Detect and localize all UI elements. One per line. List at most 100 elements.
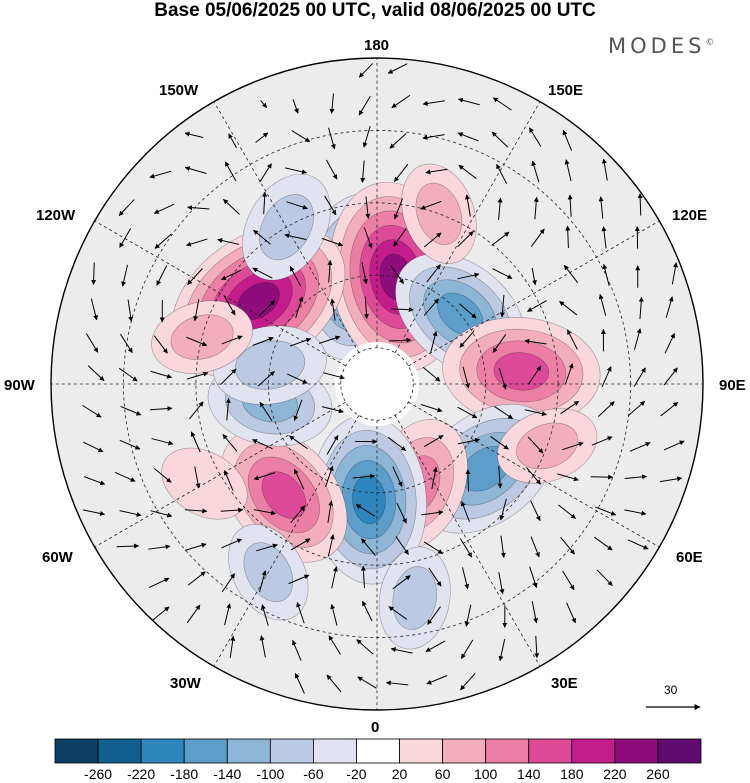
- wind-arrow: [633, 328, 642, 350]
- wind-arrow: [528, 365, 542, 385]
- colorbar-label: -140: [213, 766, 242, 782]
- colorbar-cell: [54, 738, 99, 764]
- wind-arrow: [330, 298, 336, 321]
- anomaly-contour: [415, 182, 463, 245]
- map-boundary: [50, 57, 704, 711]
- wind-arrow: [91, 262, 97, 285]
- wind-arrow: [194, 466, 201, 489]
- colorbar-label: 260: [646, 766, 670, 782]
- wind-arrow: [423, 232, 442, 248]
- wind-arrow: [252, 267, 273, 279]
- colorbar-label: -100: [256, 766, 285, 782]
- wind-arrow: [562, 129, 573, 151]
- wind-arrow: [422, 134, 445, 140]
- wind-arrow: [121, 264, 128, 287]
- wind-arrow: [331, 566, 338, 589]
- wind-arrow: [637, 193, 643, 216]
- colorbar-cell: [269, 738, 314, 764]
- anomaly-contour: [392, 566, 437, 630]
- lon-label-180: 180: [364, 37, 390, 54]
- wind-arrow: [498, 572, 505, 595]
- wind-arrow: [149, 170, 172, 179]
- lon-label-0: 0: [371, 719, 380, 736]
- wind-arrow: [497, 197, 503, 220]
- wind-arrow: [457, 97, 480, 106]
- wind-arrow: [457, 231, 474, 248]
- wind-arrow: [291, 130, 311, 143]
- wind-arrow: [119, 510, 142, 517]
- meridian-line: [394, 415, 541, 667]
- wind-arrow: [289, 435, 308, 450]
- lon-label-30w: 30W: [170, 675, 201, 692]
- wind-arrow: [148, 544, 171, 550]
- meridian-line: [213, 415, 360, 667]
- lon-label-90e: 90E: [719, 377, 746, 394]
- wind-arrow: [457, 406, 478, 419]
- wind-arrow: [325, 159, 338, 180]
- wind-arrow: [665, 296, 674, 319]
- wind-arrow: [594, 506, 617, 516]
- wind-arrow: [530, 536, 540, 558]
- wind-arrow: [223, 470, 234, 492]
- lon-label-90w: 90W: [4, 377, 35, 394]
- wind-arrow: [261, 604, 269, 626]
- wind-arrow: [563, 264, 579, 284]
- wind-arrow: [251, 439, 273, 450]
- wind-arrow: [325, 465, 334, 488]
- wind-arrow: [392, 466, 403, 487]
- wind-arrow: [253, 229, 271, 245]
- wind-arrow: [627, 539, 649, 550]
- wind-arrow: [287, 373, 308, 384]
- wind-arrow: [499, 294, 505, 318]
- wind-arrow: [601, 366, 612, 387]
- wind-arrow: [663, 440, 685, 451]
- wind-arrow: [87, 365, 105, 382]
- wind-arrow: [85, 333, 99, 353]
- wind-arrow: [252, 336, 274, 346]
- wind-arrow: [385, 680, 409, 686]
- colorbar-cell: [571, 738, 616, 764]
- colorbar-cell: [226, 738, 271, 764]
- wind-arrow: [323, 372, 345, 380]
- wind-arrow: [296, 601, 305, 624]
- wind-arrow: [259, 163, 272, 183]
- wind-arrow: [530, 228, 545, 247]
- wind-arrow: [294, 673, 305, 694]
- wind-arrow: [184, 131, 204, 138]
- anomaly-contour: [493, 352, 550, 391]
- wind-arrow: [82, 509, 106, 516]
- wind-arrow: [624, 509, 647, 516]
- colorbar-label: -20: [346, 766, 367, 782]
- wind-arrow: [330, 603, 338, 626]
- wind-arrow: [460, 500, 470, 523]
- wind-arrow: [220, 507, 244, 513]
- wind-arrow: [292, 639, 302, 661]
- wind-vectors: [82, 63, 685, 694]
- wind-arrow: [184, 166, 207, 174]
- wind-arrow: [457, 437, 480, 445]
- wind-arrow: [358, 63, 374, 78]
- wind-arrow: [425, 640, 446, 652]
- pole-cap: [335, 342, 419, 426]
- wind-arrow: [156, 265, 168, 286]
- wind-arrow: [671, 262, 678, 285]
- wind-arrow: [389, 133, 407, 149]
- wind-arrow: [457, 132, 479, 142]
- colorbar-cell: [140, 738, 185, 764]
- wind-arrow: [460, 639, 474, 660]
- wind-arrow: [356, 639, 374, 655]
- wind-arrow: [290, 505, 306, 524]
- wind-arrow: [567, 329, 578, 350]
- wind-arrow: [150, 510, 173, 518]
- lon-label-60w: 60W: [42, 549, 73, 566]
- meridian-line: [94, 401, 346, 548]
- wind-arrow: [459, 538, 473, 558]
- wind-arrow: [189, 401, 204, 420]
- wind-arrow: [421, 510, 444, 516]
- wind-arrow: [185, 238, 208, 247]
- wind-arrow: [598, 196, 604, 219]
- wind-arrow: [224, 161, 237, 182]
- wind-arrow: [422, 100, 445, 106]
- wind-arrow: [186, 371, 209, 380]
